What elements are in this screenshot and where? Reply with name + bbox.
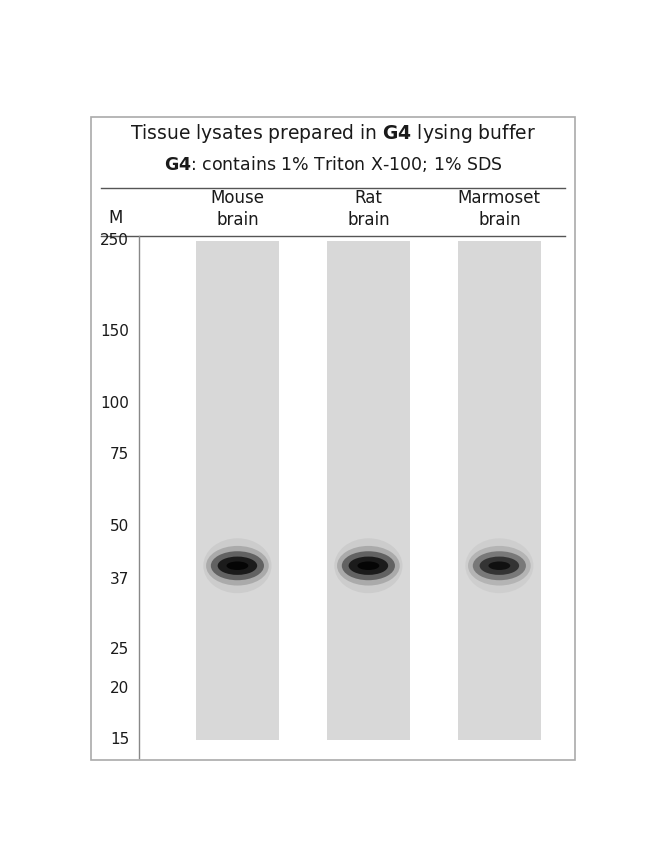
Ellipse shape xyxy=(488,561,510,570)
Text: 20: 20 xyxy=(110,681,129,697)
Text: Rat
brain: Rat brain xyxy=(347,189,390,230)
Text: 25: 25 xyxy=(110,641,129,657)
Ellipse shape xyxy=(348,556,388,575)
Ellipse shape xyxy=(468,546,530,585)
Text: 75: 75 xyxy=(110,447,129,461)
Ellipse shape xyxy=(465,538,534,593)
Text: 15: 15 xyxy=(110,732,129,747)
Ellipse shape xyxy=(218,556,257,575)
Ellipse shape xyxy=(358,561,380,570)
Text: M: M xyxy=(109,209,123,227)
Ellipse shape xyxy=(334,538,402,593)
Bar xyxy=(458,240,541,740)
FancyBboxPatch shape xyxy=(91,116,575,759)
Ellipse shape xyxy=(473,551,526,580)
Text: Tissue lysates prepared in $\mathbf{G4}$ lysing buffer: Tissue lysates prepared in $\mathbf{G4}$… xyxy=(130,121,536,145)
Text: 50: 50 xyxy=(110,518,129,534)
Text: 250: 250 xyxy=(100,233,129,248)
Ellipse shape xyxy=(342,551,395,580)
Ellipse shape xyxy=(226,561,248,570)
Text: $\mathbf{G4}$: contains 1% Triton X-100; 1% SDS: $\mathbf{G4}$: contains 1% Triton X-100;… xyxy=(164,154,502,174)
Text: Mouse
brain: Mouse brain xyxy=(211,189,265,230)
Text: Marmoset
brain: Marmoset brain xyxy=(458,189,541,230)
Ellipse shape xyxy=(206,546,268,585)
Text: 150: 150 xyxy=(100,324,129,338)
Ellipse shape xyxy=(337,546,400,585)
Bar xyxy=(196,240,279,740)
Bar xyxy=(327,240,410,740)
Ellipse shape xyxy=(480,556,519,575)
Ellipse shape xyxy=(211,551,264,580)
Text: 37: 37 xyxy=(110,572,129,587)
Ellipse shape xyxy=(203,538,272,593)
Text: 100: 100 xyxy=(100,396,129,411)
